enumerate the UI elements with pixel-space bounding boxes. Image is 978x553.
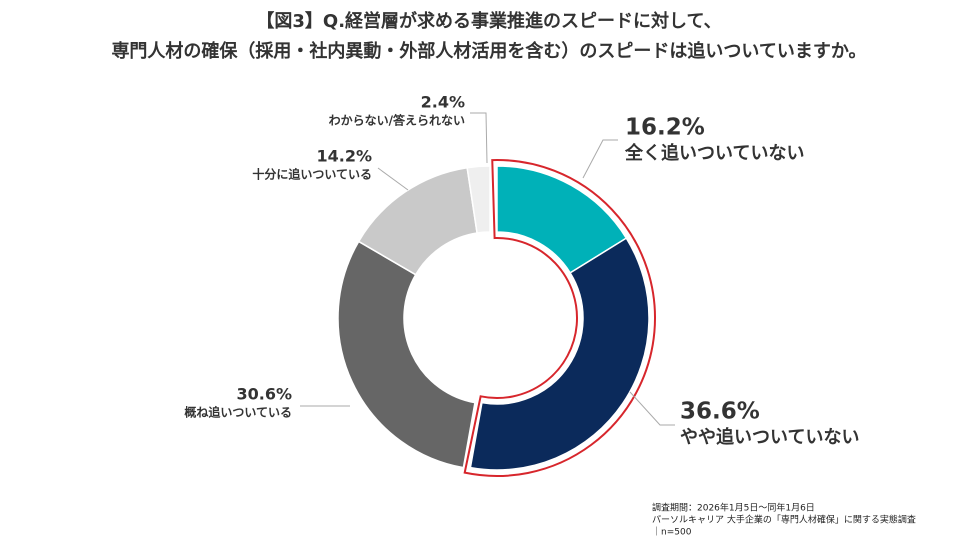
value-label: 30.6% (236, 385, 292, 404)
value-label: 2.4% (421, 93, 465, 112)
leader-line (629, 391, 675, 426)
value-label: 14.2% (316, 147, 372, 166)
category-label: やや追いついていない (680, 426, 859, 448)
chart-title: 【図3】Q.経営層が求める事業推進のスピードに対して、 (256, 10, 721, 32)
source-note: 調査期間：2026年1月5日～同年1月6日 (652, 502, 815, 514)
donut-slice (337, 240, 476, 469)
value-label: 16.2% (625, 115, 705, 141)
donut-slice (466, 165, 491, 234)
category-label: わからない/答えられない (329, 113, 465, 128)
value-label: 36.6% (680, 399, 760, 425)
donut-slice (469, 237, 650, 471)
source-note: ｜n=500 (652, 527, 692, 538)
leader-line (582, 139, 618, 179)
leader-line (470, 112, 488, 164)
highlight-outline (463, 159, 656, 477)
category-label: 全く追いついていない (624, 142, 804, 164)
category-label: 概ね追いついている (184, 405, 292, 420)
chart-title: 専門人材の確保（採用・社内異動・外部人材活用を含む）のスピードは追いついています… (111, 40, 866, 62)
category-label: 十分に追いついている (252, 167, 372, 182)
leader-line (377, 167, 409, 191)
source-note: パーソルキャリア 大手企業の「専門人材確保」に関する実態調査 (652, 514, 916, 526)
